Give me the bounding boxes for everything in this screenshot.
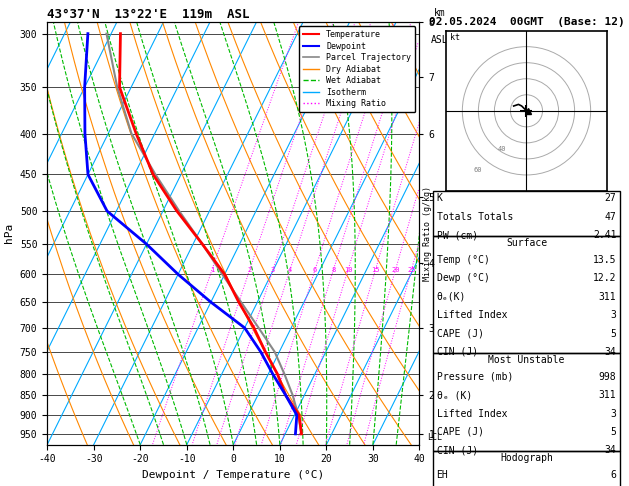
Text: PW (cm): PW (cm) [437, 230, 477, 240]
Text: 5: 5 [611, 427, 616, 437]
X-axis label: Dewpoint / Temperature (°C): Dewpoint / Temperature (°C) [142, 470, 325, 480]
Text: 34: 34 [604, 446, 616, 455]
Text: 6: 6 [313, 267, 317, 273]
Text: 5: 5 [611, 329, 616, 339]
Text: Lifted Index: Lifted Index [437, 310, 507, 320]
Y-axis label: hPa: hPa [4, 223, 14, 243]
Text: 60: 60 [474, 167, 482, 173]
Text: 311: 311 [599, 292, 616, 302]
Text: 02.05.2024  00GMT  (Base: 12): 02.05.2024 00GMT (Base: 12) [428, 17, 625, 27]
Text: Totals Totals: Totals Totals [437, 211, 513, 222]
Legend: Temperature, Dewpoint, Parcel Trajectory, Dry Adiabat, Wet Adiabat, Isotherm, Mi: Temperature, Dewpoint, Parcel Trajectory… [299, 26, 415, 112]
Text: 1: 1 [210, 267, 214, 273]
Text: θₑ (K): θₑ (K) [437, 390, 472, 400]
Text: 15: 15 [371, 267, 380, 273]
Text: Dewp (°C): Dewp (°C) [437, 273, 489, 283]
Text: LCL: LCL [427, 433, 442, 442]
Text: θₑ(K): θₑ(K) [437, 292, 466, 302]
Text: Pressure (mb): Pressure (mb) [437, 372, 513, 382]
Text: 4: 4 [288, 267, 292, 273]
Text: 12.2: 12.2 [593, 273, 616, 283]
Text: 2.41: 2.41 [593, 230, 616, 240]
Text: 3: 3 [271, 267, 275, 273]
Text: kt: kt [450, 33, 460, 42]
Text: 6: 6 [611, 470, 616, 480]
Text: K: K [437, 193, 442, 203]
Text: 27: 27 [604, 193, 616, 203]
Text: Surface: Surface [506, 238, 547, 248]
Text: Lifted Index: Lifted Index [437, 409, 507, 418]
Text: 43°37'N  13°22'E  119m  ASL: 43°37'N 13°22'E 119m ASL [47, 8, 250, 21]
Text: 40: 40 [498, 146, 506, 152]
Text: 3: 3 [611, 310, 616, 320]
Text: km: km [434, 8, 446, 17]
Text: 13.5: 13.5 [593, 255, 616, 265]
Text: ASL: ASL [431, 35, 448, 45]
Text: 311: 311 [599, 390, 616, 400]
Text: 8: 8 [331, 267, 335, 273]
Text: Mixing Ratio (g/kg): Mixing Ratio (g/kg) [423, 186, 432, 281]
Text: Hodograph: Hodograph [500, 453, 553, 464]
Text: CAPE (J): CAPE (J) [437, 329, 484, 339]
Text: 3: 3 [611, 409, 616, 418]
Text: 47: 47 [604, 211, 616, 222]
Text: CIN (J): CIN (J) [437, 347, 477, 357]
Text: Most Unstable: Most Unstable [488, 355, 565, 365]
Text: 2: 2 [248, 267, 252, 273]
Text: 10: 10 [344, 267, 352, 273]
Text: 998: 998 [599, 372, 616, 382]
Text: 25: 25 [407, 267, 416, 273]
Text: Temp (°C): Temp (°C) [437, 255, 489, 265]
Text: 34: 34 [604, 347, 616, 357]
Text: 20: 20 [391, 267, 400, 273]
Text: EH: EH [437, 470, 448, 480]
Text: CIN (J): CIN (J) [437, 446, 477, 455]
Text: CAPE (J): CAPE (J) [437, 427, 484, 437]
